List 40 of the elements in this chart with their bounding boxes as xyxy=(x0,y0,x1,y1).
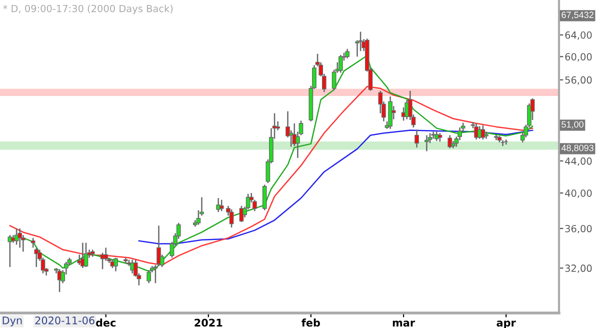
candlestick xyxy=(434,131,439,142)
line-series xyxy=(9,86,534,266)
y-tick-label: 40,00 xyxy=(565,189,592,198)
candlestick xyxy=(219,199,224,212)
x-tick-label: feb xyxy=(302,318,320,327)
candlestick xyxy=(124,257,128,264)
candlestick xyxy=(153,264,158,284)
y-tick-label: 36,00 xyxy=(565,224,592,234)
candlestick xyxy=(114,257,118,272)
y-tick-label: 64,00 xyxy=(565,31,592,40)
candlestick xyxy=(196,210,201,226)
text: 67,5432 xyxy=(562,12,594,20)
candlestick xyxy=(414,128,419,148)
candlestick xyxy=(30,237,36,248)
y-tick-label: 60,00 xyxy=(565,53,592,62)
candlestick xyxy=(146,270,152,284)
text: 48,8093 xyxy=(561,144,594,152)
chart-title: * D, 09:00-17:30 (2000 Days Back) xyxy=(3,4,173,14)
candlestick xyxy=(84,242,88,268)
candlestick xyxy=(345,48,350,59)
x-tick-label: mar xyxy=(392,320,416,327)
candlestick xyxy=(431,131,436,140)
y-tick-label: 44,00 xyxy=(565,157,592,166)
candlestick xyxy=(338,54,343,74)
x-tick-label: 2021 xyxy=(194,318,222,327)
candlestick xyxy=(448,134,452,149)
x-tick-label: dec xyxy=(96,318,116,327)
candlestick xyxy=(34,247,39,268)
candlestick xyxy=(104,247,108,262)
text: 51,00 xyxy=(562,121,584,129)
text: Dyn xyxy=(2,316,22,326)
candlestick xyxy=(424,134,429,152)
candlestick xyxy=(18,228,22,248)
candlestick xyxy=(262,184,267,211)
y-tick-label: 56,00 xyxy=(565,76,592,85)
text: 2020-11-06 xyxy=(35,316,94,324)
candlestick xyxy=(229,208,234,228)
candlestick xyxy=(156,225,161,267)
y-tick-label: 32,00 xyxy=(565,264,592,273)
candlestick xyxy=(276,120,280,131)
